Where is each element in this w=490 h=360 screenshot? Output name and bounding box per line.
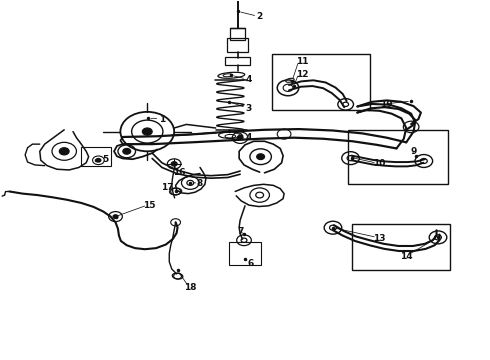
Circle shape	[123, 148, 131, 154]
Bar	[352, 224, 450, 270]
Bar	[225, 57, 250, 65]
Bar	[272, 54, 369, 110]
Circle shape	[257, 154, 265, 159]
Circle shape	[59, 148, 69, 155]
Text: 15: 15	[144, 201, 156, 210]
Circle shape	[113, 215, 118, 219]
Circle shape	[237, 135, 243, 140]
Text: 7: 7	[237, 228, 244, 237]
Text: 3: 3	[246, 104, 252, 113]
Text: 1: 1	[159, 114, 165, 123]
Text: 14: 14	[400, 252, 413, 261]
Bar	[347, 130, 448, 184]
Text: 12: 12	[296, 70, 309, 79]
Bar	[229, 242, 261, 265]
Text: 18: 18	[184, 283, 196, 292]
Text: 16: 16	[173, 168, 185, 177]
Text: 19: 19	[380, 100, 393, 109]
Bar	[81, 147, 111, 166]
Circle shape	[96, 158, 101, 162]
Text: 13: 13	[373, 234, 386, 243]
Text: 11: 11	[296, 57, 309, 66]
Text: 8: 8	[197, 179, 203, 188]
Text: 5: 5	[102, 155, 109, 164]
Bar	[227, 38, 248, 51]
Text: 10: 10	[373, 159, 386, 168]
Text: 6: 6	[248, 259, 254, 268]
Text: 2: 2	[257, 12, 263, 21]
Text: 4: 4	[245, 75, 252, 84]
Text: 4: 4	[245, 133, 252, 142]
Circle shape	[143, 128, 152, 135]
Text: 9: 9	[411, 147, 417, 156]
Circle shape	[171, 162, 177, 166]
Text: 17: 17	[162, 183, 174, 192]
Bar	[230, 28, 245, 40]
